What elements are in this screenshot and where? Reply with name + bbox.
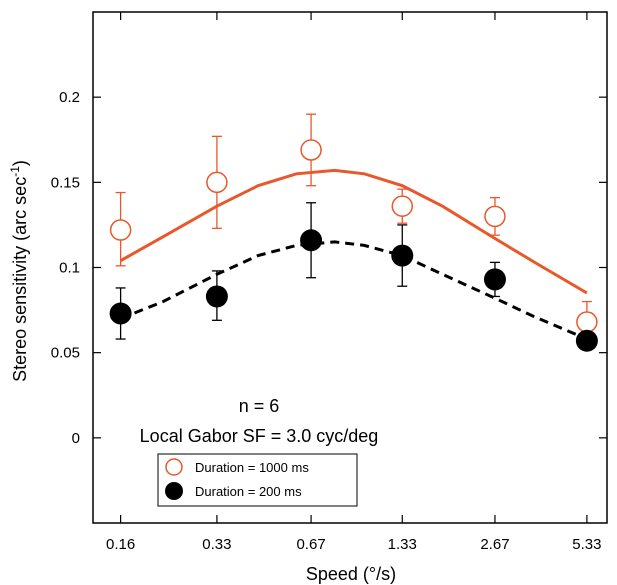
y-tick-label: 0 bbox=[72, 430, 80, 447]
legend-marker-1000ms bbox=[165, 458, 183, 476]
y-tick-label: 0.1 bbox=[59, 260, 80, 277]
fit-line-series-0 bbox=[119, 168, 588, 295]
legend-label-200ms: Duration = 200 ms bbox=[195, 484, 302, 499]
data-point bbox=[576, 311, 598, 333]
fit-line-series-1 bbox=[120, 240, 588, 341]
data-point bbox=[484, 205, 506, 228]
legend-box bbox=[157, 453, 358, 507]
data-point bbox=[109, 219, 132, 241]
annotation-sf: Local Gabor SF = 3.0 cyc/deg bbox=[140, 426, 379, 446]
y-axis-label-sup: -1 bbox=[8, 166, 22, 177]
y-axis-label-suffix: ) bbox=[10, 160, 30, 166]
plot-frame bbox=[92, 11, 608, 524]
data-point bbox=[205, 285, 228, 308]
y-axis-label-main: Stereo sensitivity (arc sec bbox=[10, 177, 30, 382]
data-point bbox=[483, 268, 506, 291]
x-tick-label: 5.33 bbox=[572, 536, 601, 553]
y-tick-label: 0.15 bbox=[51, 174, 80, 191]
data-point bbox=[391, 244, 414, 267]
x-tick-label: 2.67 bbox=[480, 536, 509, 553]
y-tick-label: 0.05 bbox=[51, 345, 80, 362]
data-point bbox=[300, 229, 323, 252]
data-point bbox=[391, 195, 414, 217]
legend-label-1000ms: Duration = 1000 ms bbox=[195, 460, 309, 475]
data-point bbox=[109, 302, 132, 325]
x-tick-label: 0.33 bbox=[202, 536, 231, 553]
data-point bbox=[575, 329, 598, 352]
data-point bbox=[300, 139, 322, 161]
y-tick-label: 0.2 bbox=[59, 89, 80, 106]
x-axis-label: Speed (°/s) bbox=[306, 564, 396, 584]
legend: Duration = 1000 ms Duration = 200 ms bbox=[157, 453, 358, 507]
x-tick-label: 1.33 bbox=[388, 536, 417, 553]
legend-marker-200ms bbox=[165, 482, 183, 500]
data-point bbox=[206, 171, 228, 194]
x-tick-label: 0.67 bbox=[296, 536, 325, 553]
y-axis-label: Stereo sensitivity (arc sec-1) bbox=[8, 160, 30, 382]
annotation-n: n = 6 bbox=[239, 396, 280, 416]
x-tick-label: 0.16 bbox=[106, 536, 135, 553]
